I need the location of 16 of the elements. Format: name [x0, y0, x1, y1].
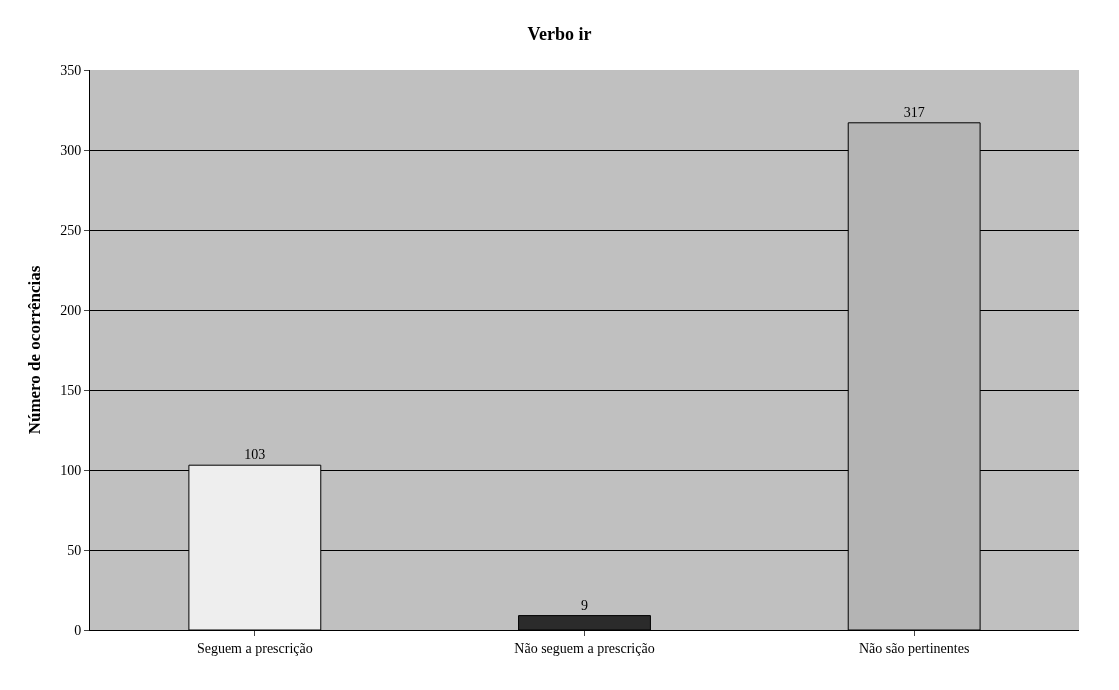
data-label: 317 — [903, 104, 925, 120]
x-tick-label: Seguem a prescrição — [196, 640, 313, 656]
data-label: 9 — [581, 597, 588, 613]
y-tick-label: 250 — [60, 222, 82, 238]
y-tick-label: 0 — [74, 622, 82, 638]
x-tick-label: Não são pertinentes — [858, 640, 970, 656]
y-tick-label: 200 — [60, 302, 82, 318]
data-label: 103 — [244, 447, 266, 463]
x-tick-label: Não seguem a prescrição — [514, 640, 655, 656]
y-tick-label: 350 — [60, 62, 82, 78]
chart-title: Verbo ir — [527, 24, 592, 45]
y-tick-label: 300 — [60, 142, 82, 158]
y-tick-label: 50 — [67, 542, 82, 558]
y-axis-title: Número de ocorrências — [24, 265, 44, 435]
y-tick-label: 150 — [60, 382, 82, 398]
y-tick-label: 100 — [60, 462, 82, 478]
